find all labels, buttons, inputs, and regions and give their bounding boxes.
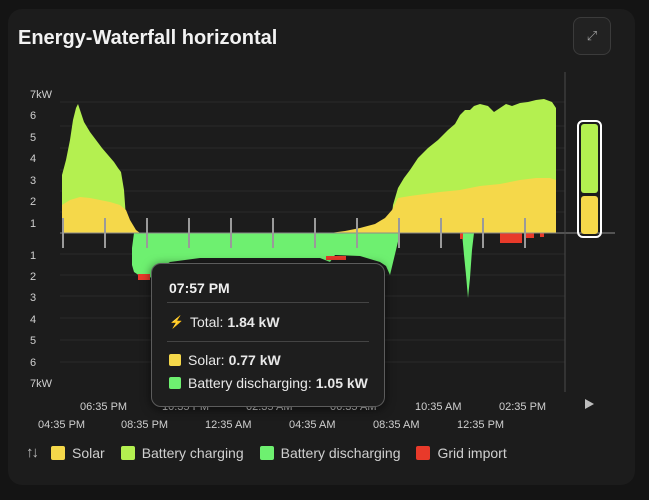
tooltip-battery-value: 1.05 kW xyxy=(315,375,368,391)
tooltip-total-row: ⚡ Total: 1.84 kW xyxy=(169,314,280,330)
y-tick: 3 xyxy=(30,292,36,304)
y-axis-bottom: 1 2 3 4 5 6 7kW xyxy=(30,250,53,390)
y-tick: 2 xyxy=(30,196,36,208)
y-tick: 2 xyxy=(30,271,36,283)
tooltip-solar-value: 0.77 kW xyxy=(228,352,281,368)
battery-discharging-swatch xyxy=(259,445,274,460)
x-tick: 04:35 AM xyxy=(289,419,335,431)
battery-discharging-swatch xyxy=(169,377,181,389)
x-tick: 12:35 PM xyxy=(457,419,504,431)
play-icon[interactable] xyxy=(585,399,594,409)
solar-area xyxy=(62,178,556,233)
grid-import-swatch xyxy=(416,445,431,460)
y-axis-top: 7kW 6 5 4 3 2 1 xyxy=(30,89,53,230)
chart-legend: ↑↓ Solar Battery charging Battery discha… xyxy=(26,444,523,461)
legend-item-solar[interactable]: Solar xyxy=(51,445,105,461)
zero-ticks xyxy=(62,218,526,248)
tooltip-battery-row: Battery discharging: 1.05 kW xyxy=(169,375,368,391)
y-tick: 4 xyxy=(30,153,36,165)
x-axis-lower: 04:35 PM 08:35 PM 12:35 AM 04:35 AM 08:3… xyxy=(38,419,504,431)
expand-button[interactable]: ⤢ xyxy=(573,17,611,55)
x-tick: 08:35 AM xyxy=(373,419,419,431)
solar-swatch xyxy=(51,445,65,460)
solar-swatch xyxy=(169,354,181,366)
chart-tooltip: 07:57 PM ⚡ Total: 1.84 kW Solar: 0.77 kW… xyxy=(151,263,385,407)
expand-icon: ⤢ xyxy=(586,28,598,43)
legend-item-battery-discharging[interactable]: Battery discharging xyxy=(259,444,401,461)
x-tick: 08:35 PM xyxy=(121,419,168,431)
x-tick: 04:35 PM xyxy=(38,419,85,431)
x-tick: 10:35 AM xyxy=(415,401,461,413)
legend-item-grid-import[interactable]: Grid import xyxy=(416,444,507,461)
y-tick: 6 xyxy=(30,110,36,122)
card-title: Energy-Waterfall horizontal xyxy=(18,27,278,49)
current-bar xyxy=(577,120,602,238)
legend-label: Battery discharging xyxy=(280,444,401,461)
tooltip-time: 07:57 PM xyxy=(169,280,230,296)
y-tick: 7kW xyxy=(30,89,53,101)
tooltip-divider xyxy=(167,302,369,303)
tooltip-divider xyxy=(167,341,369,342)
grid-import-area xyxy=(138,233,544,280)
y-tick: 6 xyxy=(30,357,36,369)
x-tick: 02:35 PM xyxy=(499,401,546,413)
y-tick: 4 xyxy=(30,314,36,326)
tooltip-total-value: 1.84 kW xyxy=(227,314,280,330)
y-tick: 7kW xyxy=(30,378,53,390)
legend-label: Battery charging xyxy=(141,444,244,461)
tooltip-total-label: Total: xyxy=(189,314,224,330)
y-tick: 1 xyxy=(30,250,36,262)
tooltip-solar-row: Solar: 0.77 kW xyxy=(169,352,281,368)
legend-label: Grid import xyxy=(437,444,507,461)
y-tick: 1 xyxy=(30,218,36,230)
tooltip-battery-label: Battery discharging: xyxy=(188,375,312,391)
sort-arrows-icon[interactable]: ↑↓ xyxy=(26,444,39,461)
y-tick: 5 xyxy=(30,335,36,347)
x-tick: 06:35 PM xyxy=(80,401,127,413)
tooltip-solar-label: Solar: xyxy=(188,352,225,368)
y-tick: 5 xyxy=(30,132,36,144)
legend-item-battery-charging[interactable]: Battery charging xyxy=(120,444,244,461)
y-tick: 3 xyxy=(30,175,36,187)
battery-charging-swatch xyxy=(120,445,135,460)
x-tick: 12:35 AM xyxy=(205,419,251,431)
battery-discharging-area xyxy=(132,233,474,298)
lightning-icon: ⚡ xyxy=(169,315,184,329)
legend-label: Solar xyxy=(72,444,105,461)
